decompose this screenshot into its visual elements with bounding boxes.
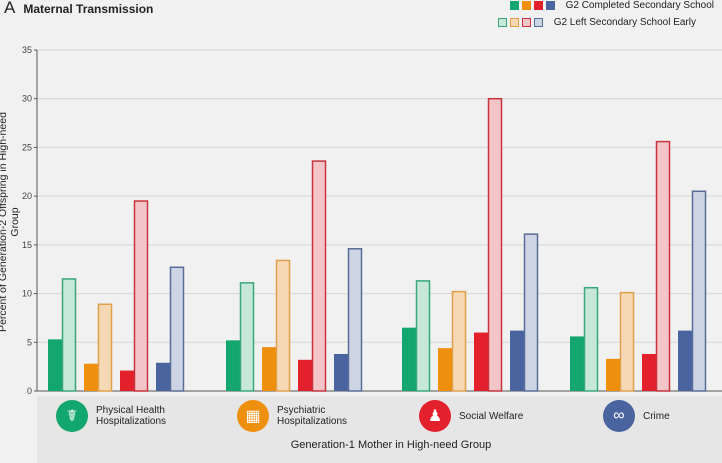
- category-crime: ∞ Crime: [603, 400, 670, 432]
- bar-left-early: [655, 140, 671, 392]
- bar-left-early: [619, 291, 635, 392]
- bar-completed: [334, 353, 348, 391]
- bar-completed: [570, 336, 584, 391]
- legend-swatch: [521, 18, 531, 27]
- bar-left-early: [691, 190, 707, 392]
- chart-title: A Maternal Transmission: [4, 0, 153, 18]
- family-hand-icon: ♟: [419, 400, 451, 432]
- x-axis-label: Generation-1 Mother in High-need Group: [290, 439, 492, 451]
- bar-left-early: [97, 303, 113, 392]
- bar-left-early: [451, 290, 467, 392]
- bar-completed: [262, 347, 276, 391]
- legend-swatch: [533, 18, 543, 27]
- y-tick-label: 25: [22, 142, 32, 152]
- category-physical-health: ☤ Physical Health Hospitalizations: [56, 400, 166, 432]
- bar-completed: [402, 327, 416, 391]
- bar-left-early: [487, 97, 503, 392]
- hospital-building-icon: ▦: [237, 400, 269, 432]
- bar-left-early: [169, 266, 185, 392]
- category-label: Hospitalizations: [277, 416, 348, 427]
- bar-left-early: [275, 259, 291, 392]
- y-tick-label: 5: [27, 337, 32, 347]
- handcuffs-icon: ∞: [603, 400, 635, 432]
- legend-swatch: [521, 1, 531, 10]
- bar-completed: [678, 330, 692, 391]
- panel-letter: A: [4, 0, 16, 17]
- y-tick-label: 15: [22, 240, 32, 250]
- category-label: Social Welfare: [459, 410, 524, 422]
- category-label: Hospitalizations: [96, 416, 167, 427]
- category-label: Crime: [643, 410, 670, 422]
- bar-completed: [48, 339, 62, 391]
- category-label: Psychiatric: [277, 405, 326, 416]
- legend-completed: G2 Completed Secondary School: [509, 0, 714, 11]
- bar-left-early: [583, 286, 599, 392]
- legend-label: G2 Left Secondary School Early: [553, 17, 696, 28]
- bar-left-early: [239, 282, 255, 392]
- body-organs-icon: ☤: [56, 400, 88, 432]
- bar-completed: [226, 340, 240, 391]
- y-axis-label: Percent of Generation-2 Offspring in Hig…: [0, 112, 21, 332]
- legend-swatch: [509, 18, 519, 27]
- legend-swatch: [509, 1, 519, 10]
- legend-swatch: [545, 1, 555, 10]
- legend-swatch: [497, 18, 507, 27]
- legend-left-early: G2 Left Secondary School Early: [497, 17, 696, 28]
- bar-completed: [642, 353, 656, 391]
- bar-completed: [474, 332, 488, 391]
- legend-label: G2 Completed Secondary School: [565, 0, 714, 11]
- bar-completed: [606, 358, 620, 391]
- bar-completed: [120, 370, 134, 391]
- category-psychiatric: ▦ Psychiatric Hospitalizations: [237, 400, 347, 432]
- bar-left-early: [311, 160, 327, 392]
- bar-left-early: [133, 200, 149, 392]
- y-tick-label: 30: [22, 94, 32, 104]
- y-tick-label: 35: [22, 45, 32, 55]
- y-tick-label: 10: [22, 289, 32, 299]
- bar-left-early: [347, 248, 363, 392]
- title-text: Maternal Transmission: [23, 2, 154, 16]
- bar-completed: [510, 330, 524, 391]
- bar-completed: [84, 363, 98, 391]
- bar-completed: [156, 362, 170, 391]
- bar-left-early: [415, 280, 431, 392]
- bar-completed: [298, 359, 312, 391]
- y-tick-label: 0: [27, 386, 32, 396]
- category-label: Physical Health: [96, 405, 165, 416]
- legend-swatch: [533, 1, 543, 10]
- bar-completed: [438, 348, 452, 391]
- y-tick-label: 20: [22, 191, 32, 201]
- bar-left-early: [61, 278, 77, 392]
- category-social-welfare: ♟ Social Welfare: [419, 400, 523, 432]
- bar-left-early: [523, 233, 539, 392]
